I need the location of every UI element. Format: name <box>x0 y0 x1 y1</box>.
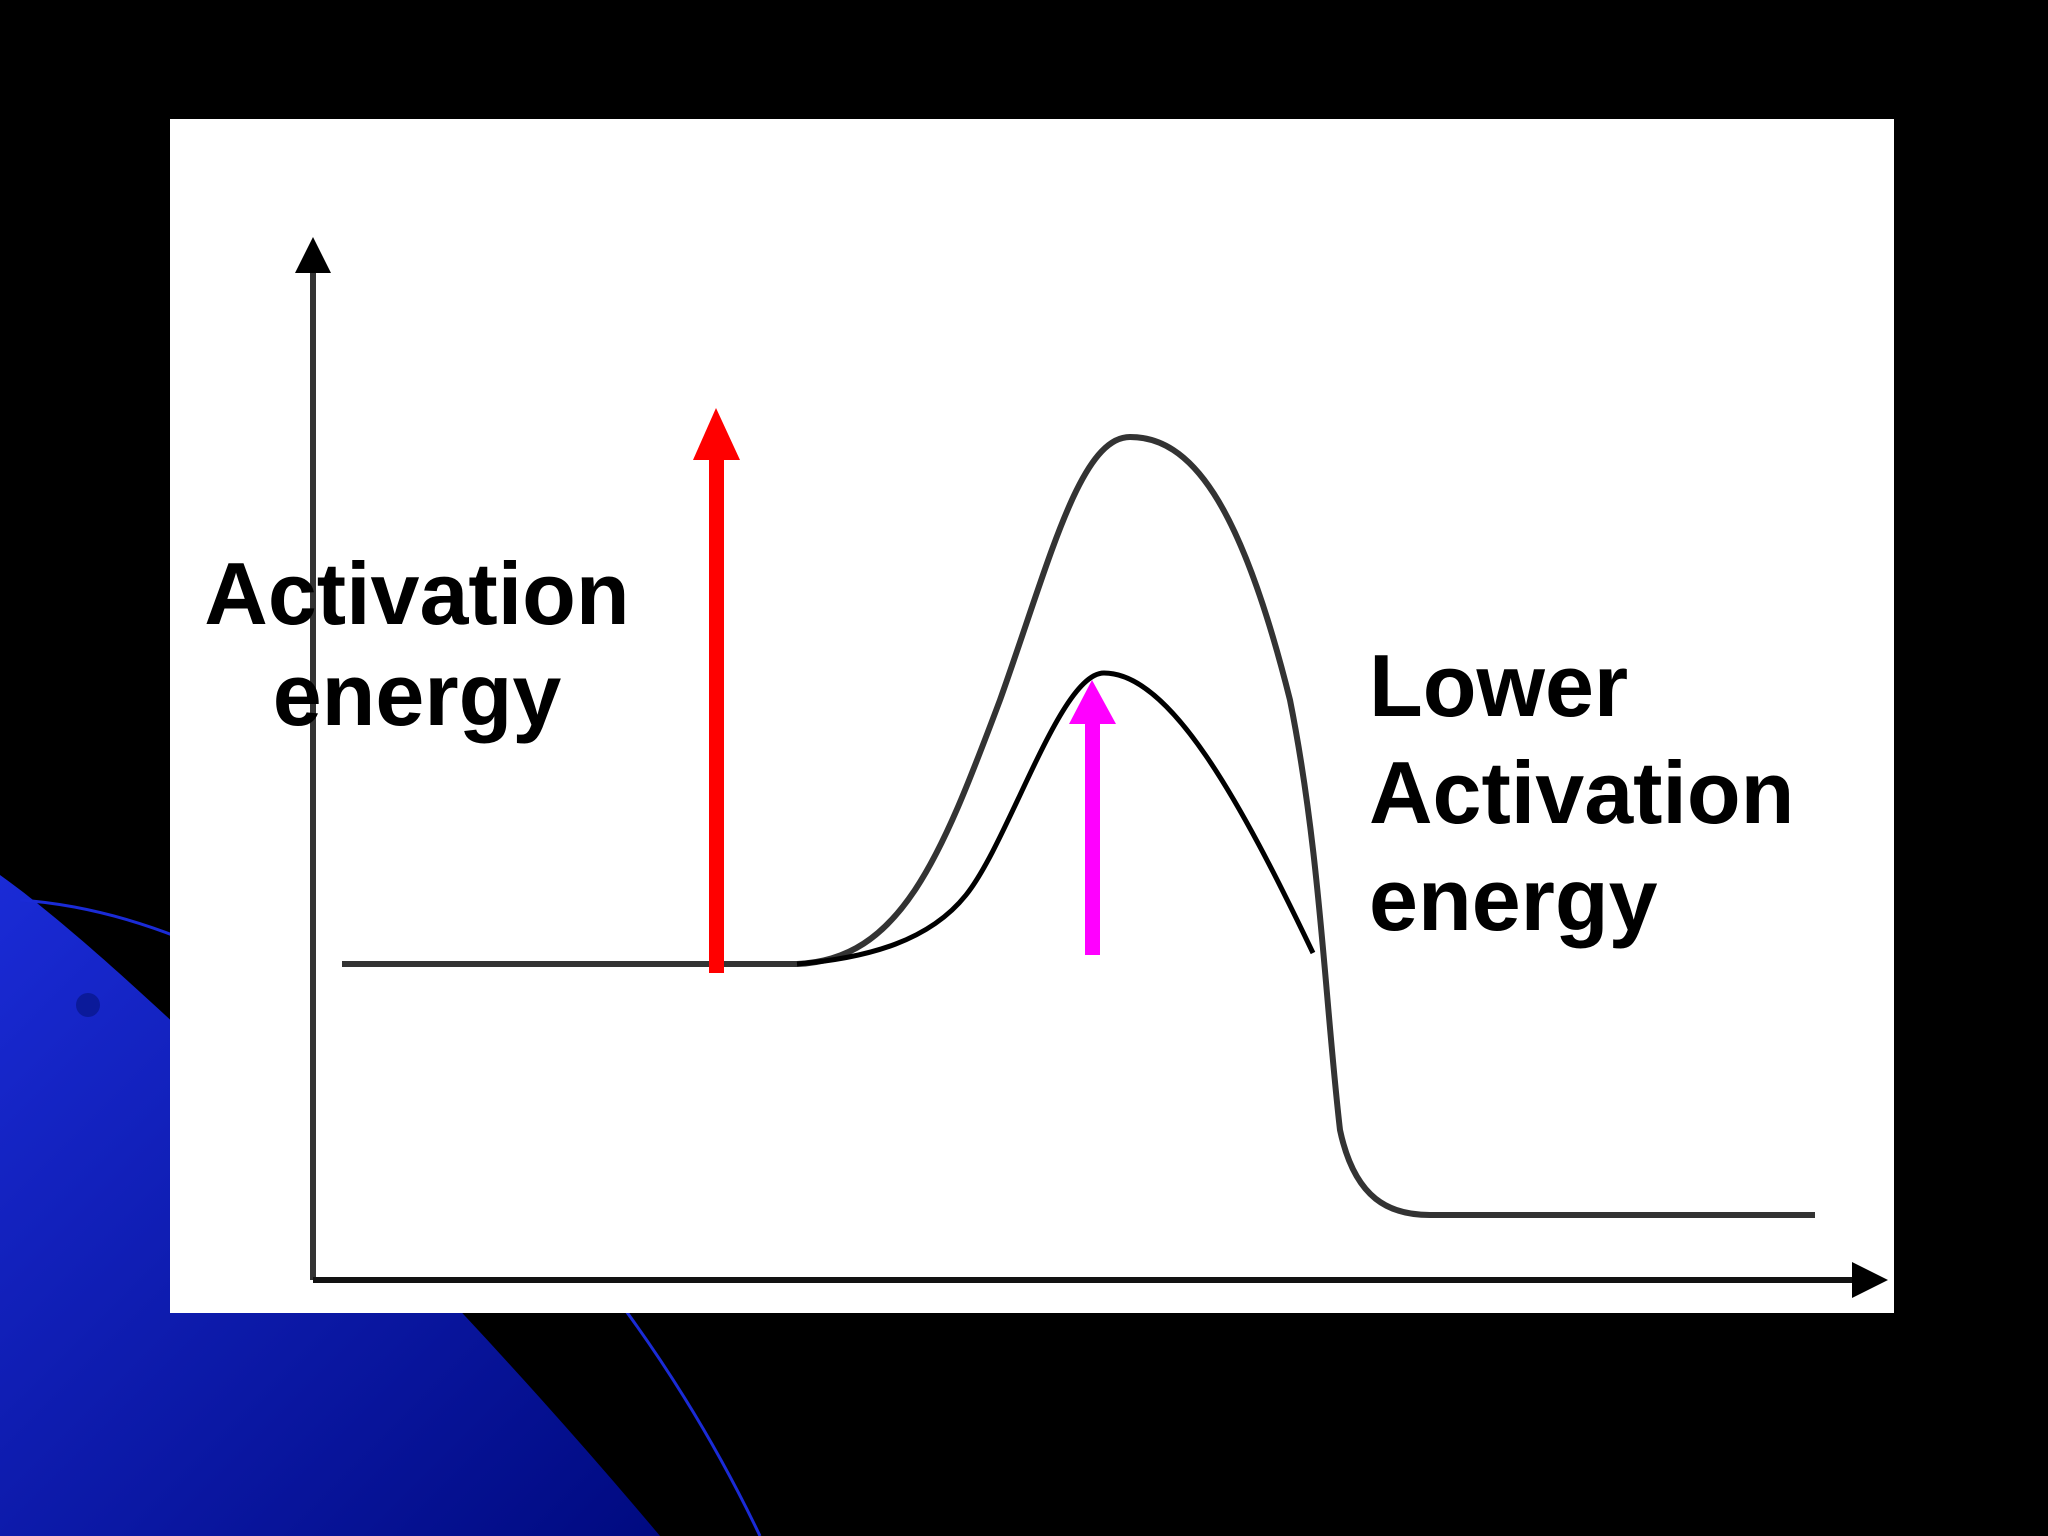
lower-arrow-head <box>1069 680 1116 724</box>
label-line: Activation <box>1369 743 1794 842</box>
label-line: Lower <box>1369 636 1628 735</box>
diagram-panel <box>170 119 1894 1313</box>
activation-arrow-shaft <box>709 460 724 973</box>
swoosh-dot <box>76 993 100 1017</box>
catalyzed-curve <box>796 670 1316 967</box>
label-line: energy <box>273 645 562 744</box>
label-line: Activation <box>204 544 629 643</box>
activation-arrow-head <box>693 408 740 460</box>
uncatalyzed-curve <box>342 433 1815 1218</box>
label-line: energy <box>1369 850 1658 949</box>
lower-arrow-shaft <box>1085 720 1100 955</box>
